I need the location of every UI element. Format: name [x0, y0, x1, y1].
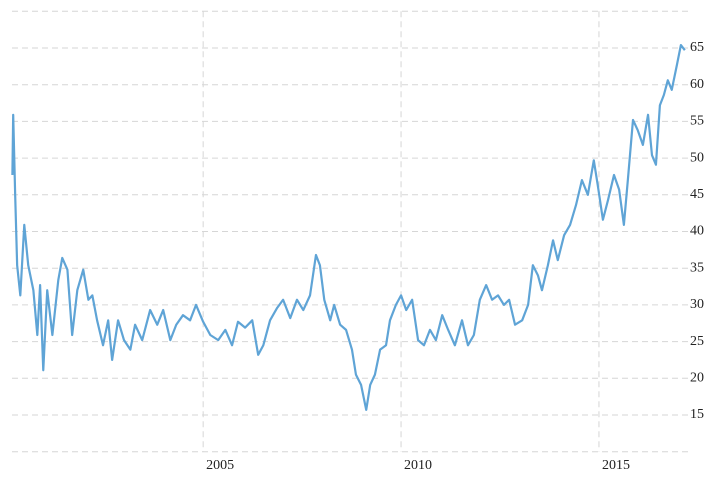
y-tick-label: 20: [690, 371, 704, 386]
x-tick-label: 2015: [602, 458, 630, 473]
x-tick-label: 2005: [206, 458, 234, 473]
y-tick-label: 55: [690, 114, 704, 129]
y-tick-label: 35: [690, 260, 704, 275]
y-tick-label: 50: [690, 150, 704, 165]
y-tick-label: 30: [690, 297, 704, 312]
y-tick-label: 65: [690, 40, 704, 55]
y-tick-label: 45: [690, 187, 704, 202]
y-tick-label: 15: [690, 407, 704, 422]
x-tick-label: 2010: [404, 458, 432, 473]
y-tick-label: 25: [690, 334, 704, 349]
line: [11, 43, 686, 411]
y-tick-label: 40: [690, 224, 704, 239]
y-tick-label: 60: [690, 77, 704, 92]
